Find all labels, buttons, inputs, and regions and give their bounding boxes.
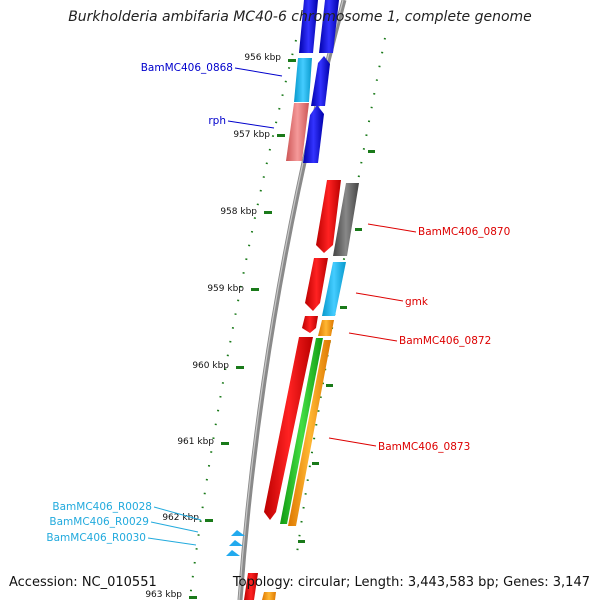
summary-text: Topology: circular; Length: 3,443,583 bp…	[232, 575, 590, 590]
outer-tick	[340, 306, 347, 309]
scale-label: 956 kbp	[244, 53, 281, 63]
gene-arrow-0872-inner[interactable]	[302, 316, 318, 333]
leader-line	[355, 292, 404, 302]
leader-line	[227, 120, 275, 129]
gene-label-r0028[interactable]: BamMC406_R0028	[52, 501, 152, 513]
accession-text: Accession: NC_010551	[9, 575, 157, 590]
leader-line	[153, 506, 202, 521]
outer-tick	[368, 150, 375, 153]
leader-line	[328, 437, 377, 447]
gene-label-0870[interactable]: BamMC406_0870	[418, 226, 510, 238]
label-leaders	[147, 67, 417, 546]
gene-label-0873[interactable]: BamMC406_0873	[378, 441, 470, 453]
leader-line	[348, 332, 398, 342]
scale-label: 959 kbp	[207, 284, 244, 294]
gene-orange-0873[interactable]	[288, 340, 331, 526]
scale-label: 961 kbp	[177, 437, 214, 447]
scale-tick	[288, 59, 296, 62]
gene-label-rph[interactable]: rph	[208, 115, 226, 127]
gene-label-r0029[interactable]: BamMC406_R0029	[49, 516, 149, 528]
gene-label-0872[interactable]: BamMC406_0872	[399, 335, 491, 347]
map-title: Burkholderia ambifaria MC40-6 chromosome…	[68, 9, 532, 25]
gene-arrow-0870-inner[interactable]	[316, 180, 341, 253]
gene-bottom-orange[interactable]	[262, 592, 276, 600]
gene-arrow-top-outer[interactable]	[319, 0, 339, 53]
gene-pink-rph[interactable]	[286, 103, 309, 161]
gene-cyan-0868[interactable]	[294, 58, 312, 102]
scale-tick	[251, 288, 259, 291]
gene-arrow-0868[interactable]	[311, 56, 330, 106]
gene-label-gmk[interactable]: gmk	[405, 296, 429, 308]
leader-line	[367, 223, 417, 233]
scale-tick	[189, 596, 197, 599]
scale-label: 963 kbp	[145, 590, 182, 600]
gene-arrow-top-inner[interactable]	[299, 0, 318, 53]
leader-line	[234, 67, 283, 77]
gene-arrow-gmk-inner[interactable]	[305, 258, 328, 311]
inner-guide-ring	[189, 39, 297, 599]
scale-label: 958 kbp	[220, 207, 257, 217]
gene-gray-0870[interactable]	[333, 183, 359, 256]
scale-label: 957 kbp	[233, 130, 270, 140]
gene-arrow-bottom-red[interactable]	[244, 573, 258, 600]
leader-line	[147, 537, 197, 546]
rna-marker-0029[interactable]	[229, 540, 243, 546]
rna-marker-0030[interactable]	[226, 550, 240, 556]
leader-line	[150, 521, 199, 533]
outer-tick	[298, 540, 305, 543]
gene-green-0873[interactable]	[280, 338, 323, 524]
scale-tick	[264, 211, 272, 214]
gene-labels: BamMC406_0868 rph BamMC406_0870 gmk BamM…	[46, 62, 510, 544]
scale-tick	[221, 442, 229, 445]
gene-label-r0030[interactable]: BamMC406_R0030	[46, 532, 146, 544]
gene-orange-0872[interactable]	[318, 320, 334, 336]
outer-tick	[355, 228, 362, 231]
scale-label: 962 kbp	[162, 513, 199, 523]
gene-arrow-0873[interactable]	[264, 337, 313, 520]
scale-labels: 956 kbp 957 kbp 958 kbp 959 kbp 960 kbp …	[145, 53, 281, 600]
gene-label-0868[interactable]: BamMC406_0868	[141, 62, 233, 74]
scale-label: 960 kbp	[192, 361, 229, 371]
outer-tick	[312, 462, 319, 465]
scale-tick	[236, 366, 244, 369]
gene-arrow-rph[interactable]	[303, 105, 324, 163]
rna-marker-0028[interactable]	[231, 530, 245, 536]
outer-tick	[326, 384, 333, 387]
scale-tick	[277, 134, 285, 137]
gene-cyan-gmk[interactable]	[322, 262, 346, 316]
scale-ticks	[189, 59, 375, 599]
scale-tick	[205, 519, 213, 522]
